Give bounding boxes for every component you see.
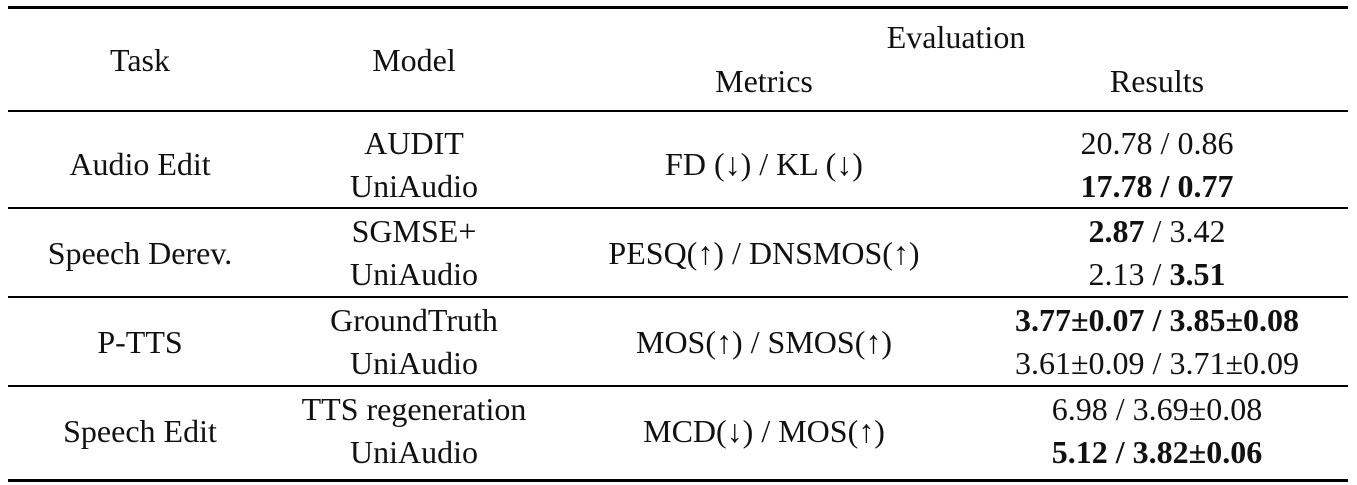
- result-value-b: 0.86: [1177, 125, 1234, 161]
- header-rule: [8, 110, 1348, 112]
- result-separator: /: [1107, 391, 1133, 427]
- table-row-task: Speech Edit: [63, 413, 217, 449]
- result-separator: /: [1144, 256, 1170, 292]
- result-value-a: 5.12: [1051, 434, 1108, 470]
- table-row-result: 3.77±0.07 / 3.85±0.08: [1015, 302, 1299, 338]
- header-task: Task: [110, 42, 170, 78]
- table-row-result: 2.87 / 3.42: [1089, 213, 1226, 249]
- table-row-metrics: PESQ(↑) / DNSMOS(↑): [608, 235, 920, 271]
- bottom-rule: [8, 479, 1348, 482]
- header-metrics: Metrics: [715, 63, 813, 99]
- table-row-result: 3.61±0.09 / 3.71±0.09: [1015, 345, 1299, 381]
- table-row-result: 20.78 / 0.86: [1081, 125, 1234, 161]
- table-row-metrics: FD (↓) / KL (↓): [665, 146, 863, 182]
- table-row-model: GroundTruth: [330, 302, 498, 338]
- row-rule-3: [8, 385, 1348, 387]
- result-value-b: 3.69±0.08: [1132, 391, 1263, 427]
- table-row-task: P-TTS: [97, 324, 183, 360]
- table-row-model: AUDIT: [364, 125, 464, 161]
- table-row-result: 5.12 / 3.82±0.06: [1052, 434, 1262, 470]
- result-value-a: 2.87: [1088, 213, 1145, 249]
- result-value-b: 0.77: [1177, 168, 1234, 204]
- row-rule-2: [8, 296, 1348, 298]
- result-value-b: 3.42: [1169, 213, 1226, 249]
- header-model: Model: [372, 42, 456, 78]
- result-value-b: 3.82±0.06: [1132, 434, 1263, 470]
- result-value-a: 20.78: [1080, 125, 1153, 161]
- table-row-metrics: MCD(↓) / MOS(↑): [643, 413, 885, 449]
- table-row-model: UniAudio: [350, 256, 478, 292]
- result-value-a: 6.98: [1051, 391, 1108, 427]
- table-row-task: Speech Derev.: [47, 235, 233, 271]
- header-evaluation: Evaluation: [886, 19, 1026, 55]
- top-rule: [8, 6, 1348, 9]
- result-separator: /: [1107, 434, 1133, 470]
- table-row-result: 17.78 / 0.77: [1081, 168, 1234, 204]
- result-value-a: 3.61±0.09: [1014, 345, 1145, 381]
- table-row-result: 6.98 / 3.69±0.08: [1052, 391, 1262, 427]
- table-row-model: UniAudio: [350, 345, 478, 381]
- table-row-task: Audio Edit: [69, 146, 211, 182]
- table-row-model: TTS regeneration: [301, 391, 527, 427]
- result-value-b: 3.51: [1169, 256, 1226, 292]
- result-value-a: 3.77±0.07: [1014, 302, 1145, 338]
- result-value-a: 2.13: [1088, 256, 1145, 292]
- result-separator: /: [1144, 302, 1170, 338]
- result-value-b: 3.71±0.09: [1169, 345, 1300, 381]
- result-value-a: 17.78: [1080, 168, 1153, 204]
- row-rule-1: [8, 207, 1348, 209]
- table-row-metrics: MOS(↑) / SMOS(↑): [635, 324, 893, 360]
- table-row-model: SGMSE+: [351, 213, 477, 249]
- table-row-model: UniAudio: [350, 434, 478, 470]
- table-row-result: 2.13 / 3.51: [1089, 256, 1226, 292]
- result-value-b: 3.85±0.08: [1169, 302, 1300, 338]
- header-results: Results: [1109, 63, 1205, 99]
- table-row-model: UniAudio: [350, 168, 478, 204]
- cropped-caption-fragment: p g g: [1150, 0, 1350, 8]
- result-separator: /: [1152, 168, 1178, 204]
- result-separator: /: [1144, 345, 1170, 381]
- result-separator: /: [1144, 213, 1170, 249]
- result-separator: /: [1152, 125, 1178, 161]
